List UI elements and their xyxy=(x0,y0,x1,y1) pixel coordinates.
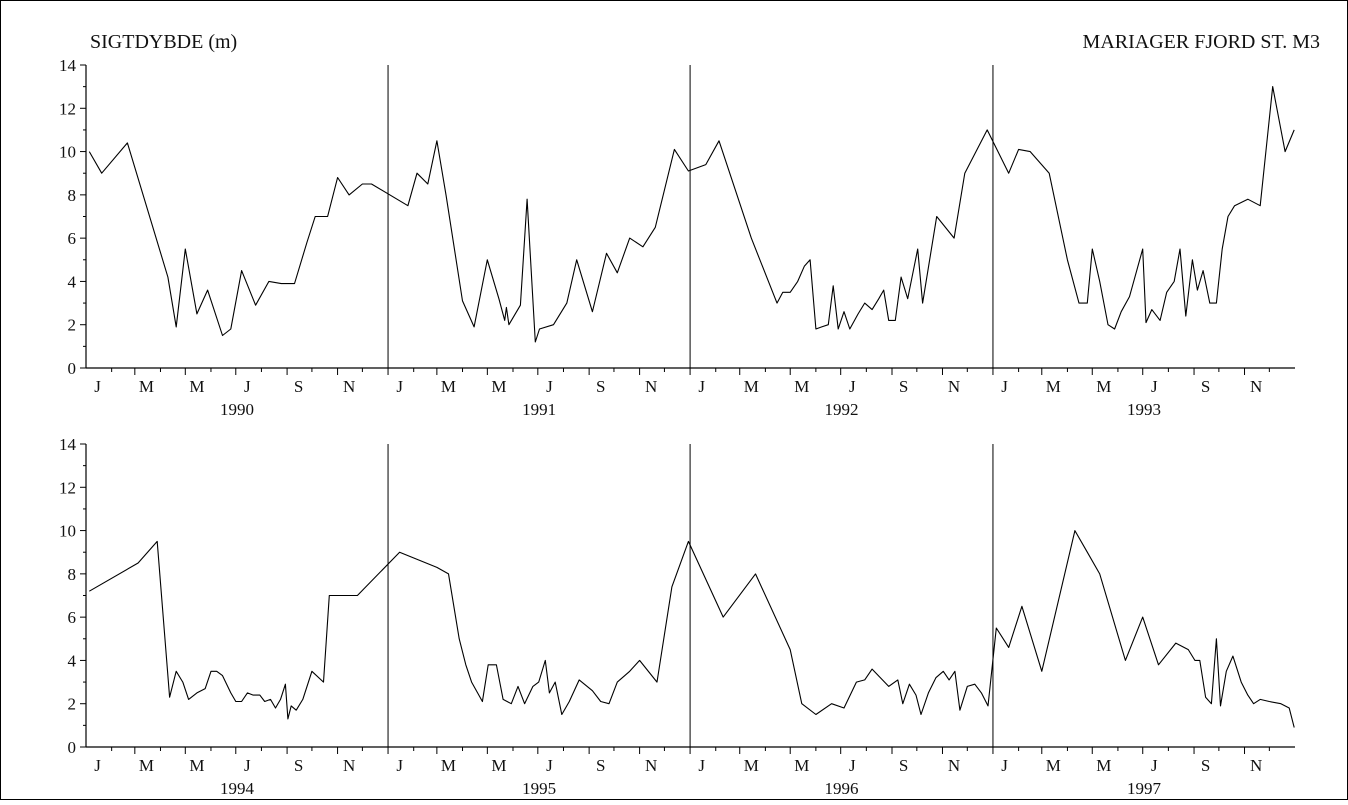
x-month-label: J xyxy=(849,377,856,396)
y-tick-label: 14 xyxy=(59,56,77,75)
x-month-label: S xyxy=(1201,756,1210,775)
y-tick-label: 6 xyxy=(68,608,77,627)
x-month-label: N xyxy=(645,377,657,396)
x-month-label: S xyxy=(899,756,908,775)
x-month-label: J xyxy=(698,377,705,396)
x-month-label: N xyxy=(948,756,960,775)
y-tick-label: 6 xyxy=(68,229,77,248)
x-month-label: S xyxy=(294,377,303,396)
y-tick-label: 14 xyxy=(59,435,77,454)
x-month-label: M xyxy=(1096,756,1111,775)
chart-title-right: MARIAGER FJORD ST. M3 xyxy=(1083,31,1320,53)
x-year-label: 1997 xyxy=(1127,779,1162,798)
x-month-label: M xyxy=(139,756,154,775)
x-month-label: N xyxy=(343,756,355,775)
x-month-label: J xyxy=(546,377,553,396)
secchi-depth-line xyxy=(89,530,1295,728)
x-month-label: J xyxy=(1001,756,1008,775)
x-month-label: N xyxy=(645,756,657,775)
y-tick-label: 12 xyxy=(59,99,76,118)
x-month-label: M xyxy=(794,756,809,775)
x-month-label: M xyxy=(744,377,759,396)
x-month-label: J xyxy=(396,377,403,396)
x-year-label: 1993 xyxy=(1127,400,1161,419)
x-month-label: M xyxy=(1046,756,1061,775)
x-month-label: J xyxy=(1151,377,1158,396)
x-month-label: M xyxy=(794,377,809,396)
x-month-label: M xyxy=(1096,377,1111,396)
y-tick-label: 12 xyxy=(59,478,76,497)
x-month-label: S xyxy=(596,377,605,396)
x-month-label: M xyxy=(744,756,759,775)
x-month-label: N xyxy=(1250,756,1262,775)
x-month-label: M xyxy=(1046,377,1061,396)
x-month-label: J xyxy=(94,756,101,775)
secchi-depth-line xyxy=(88,86,1295,343)
chart-title-left: SIGTDYBDE (m) xyxy=(90,31,237,53)
x-year-label: 1995 xyxy=(522,779,556,798)
x-month-label: M xyxy=(441,377,456,396)
x-month-label: M xyxy=(491,377,506,396)
x-month-label: N xyxy=(1250,377,1262,396)
y-tick-label: 8 xyxy=(68,565,77,584)
y-tick-label: 0 xyxy=(68,738,77,757)
y-tick-label: 0 xyxy=(68,359,77,378)
x-month-label: J xyxy=(546,756,553,775)
x-year-label: 1994 xyxy=(220,779,255,798)
x-month-label: S xyxy=(899,377,908,396)
y-tick-label: 10 xyxy=(59,143,76,162)
chart-panel-bottom: 0 2 4 6 8 10 12 14 J M M J S N 1994 J M M J S N 1995 J M M J S N 199… xyxy=(59,435,1295,798)
x-month-label: S xyxy=(596,756,605,775)
x-month-label: N xyxy=(343,377,355,396)
x-month-label: S xyxy=(1201,377,1210,396)
chart-panel-top: 0 2 4 6 8 10 12 14 J M M J S N 1990 J M M J S N 1991 J M M J S N 199… xyxy=(59,56,1295,419)
x-month-label: J xyxy=(94,377,101,396)
x-month-label: M xyxy=(189,756,204,775)
y-tick-label: 8 xyxy=(68,186,77,205)
y-tick-label: 2 xyxy=(68,316,77,335)
x-month-label: J xyxy=(244,756,251,775)
x-month-label: J xyxy=(849,756,856,775)
y-tick-label: 2 xyxy=(68,695,77,714)
y-tick-label: 10 xyxy=(59,522,76,541)
x-month-label: M xyxy=(491,756,506,775)
x-month-label: N xyxy=(948,377,960,396)
x-month-label: M xyxy=(139,377,154,396)
x-year-label: 1991 xyxy=(522,400,556,419)
x-month-label: J xyxy=(1151,756,1158,775)
y-tick-label: 4 xyxy=(68,651,77,670)
x-month-label: J xyxy=(1001,377,1008,396)
x-month-label: M xyxy=(441,756,456,775)
x-month-label: J xyxy=(396,756,403,775)
x-year-label: 1992 xyxy=(825,400,859,419)
x-month-label: J xyxy=(244,377,251,396)
x-month-label: M xyxy=(189,377,204,396)
x-year-label: 1996 xyxy=(825,779,859,798)
y-tick-label: 4 xyxy=(68,272,77,291)
x-month-label: S xyxy=(294,756,303,775)
x-month-label: J xyxy=(698,756,705,775)
x-year-label: 1990 xyxy=(220,400,254,419)
